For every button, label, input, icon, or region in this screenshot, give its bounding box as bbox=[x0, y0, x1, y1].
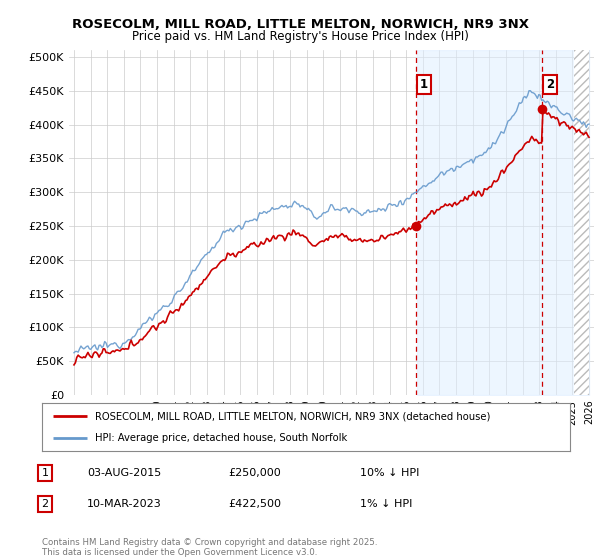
Text: 2: 2 bbox=[41, 499, 49, 509]
Text: £250,000: £250,000 bbox=[228, 468, 281, 478]
Text: 10% ↓ HPI: 10% ↓ HPI bbox=[360, 468, 419, 478]
Text: 1% ↓ HPI: 1% ↓ HPI bbox=[360, 499, 412, 509]
Text: £422,500: £422,500 bbox=[228, 499, 281, 509]
Text: ROSECOLM, MILL ROAD, LITTLE MELTON, NORWICH, NR9 3NX: ROSECOLM, MILL ROAD, LITTLE MELTON, NORW… bbox=[71, 18, 529, 31]
Text: Contains HM Land Registry data © Crown copyright and database right 2025.
This d: Contains HM Land Registry data © Crown c… bbox=[42, 538, 377, 557]
Text: 1: 1 bbox=[41, 468, 49, 478]
Text: ROSECOLM, MILL ROAD, LITTLE MELTON, NORWICH, NR9 3NX (detached house): ROSECOLM, MILL ROAD, LITTLE MELTON, NORW… bbox=[95, 411, 490, 421]
Text: Price paid vs. HM Land Registry's House Price Index (HPI): Price paid vs. HM Land Registry's House … bbox=[131, 30, 469, 43]
Text: 03-AUG-2015: 03-AUG-2015 bbox=[87, 468, 161, 478]
Text: 2: 2 bbox=[545, 78, 554, 91]
Text: 1: 1 bbox=[419, 78, 428, 91]
Text: HPI: Average price, detached house, South Norfolk: HPI: Average price, detached house, Sout… bbox=[95, 433, 347, 443]
Text: 10-MAR-2023: 10-MAR-2023 bbox=[87, 499, 162, 509]
